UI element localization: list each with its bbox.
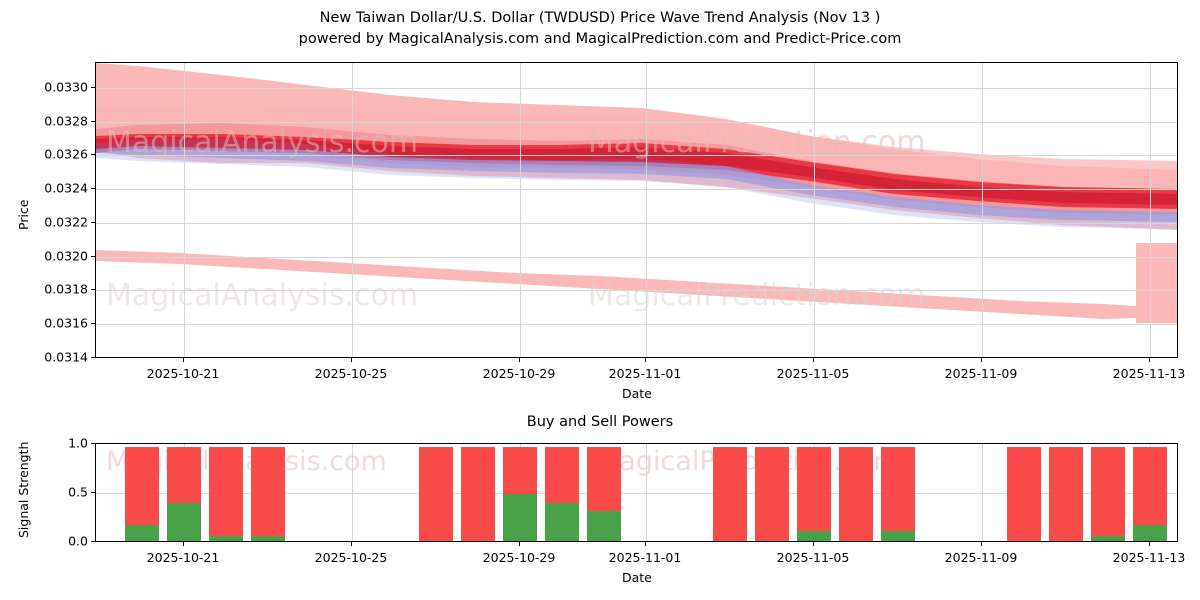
sell-power-segment [1091, 446, 1125, 541]
bar-2025-11-06 [839, 446, 873, 541]
sell-power-segment [251, 446, 285, 541]
powers-y-axis-label: Signal Strength [16, 441, 31, 538]
xtick-label: 2025-11-05 [776, 550, 850, 565]
sell-power-segment [755, 446, 789, 541]
xtick-label: 2025-11-13 [1112, 366, 1186, 381]
powers-chart-title: Buy and Sell Powers [526, 414, 674, 430]
ytick-label: 0.0314 [44, 349, 88, 365]
xtick-label: 2025-11-09 [944, 550, 1018, 565]
buy-power-segment [1133, 524, 1167, 541]
title-line-2: powered by MagicalAnalysis.com and Magic… [298, 31, 902, 47]
xtick-label: 2025-10-21 [146, 550, 220, 565]
buy-power-segment [881, 530, 915, 541]
xtick-label: 2025-11-09 [944, 366, 1018, 381]
ytick-label: 0.0 [68, 533, 88, 549]
buy-power-segment [587, 510, 621, 541]
sell-power-segment [881, 446, 915, 541]
buy-power-segment [797, 530, 831, 541]
ytick-label: 0.0320 [44, 248, 88, 264]
buy-power-segment [1091, 536, 1125, 541]
bar-2025-11-12 [1091, 446, 1125, 541]
lower-channel-band [96, 243, 1177, 323]
bar-2025-11-07 [881, 446, 915, 541]
ytick-label: 0.0326 [44, 146, 88, 162]
xtick-label: 2025-10-25 [314, 366, 388, 381]
price-chart-plot-area: MagicalAnalysis.com MagicalPrediction.co… [95, 62, 1178, 358]
xtick-label: 2025-11-05 [776, 366, 850, 381]
bar-2025-10-20 [125, 446, 159, 541]
ytick-label: 0.0328 [44, 113, 88, 129]
powers-chart-plot-area: MagicalAnalysis.com MagicalPrediction.co… [95, 443, 1178, 542]
ytick-label: 0.0316 [44, 315, 88, 331]
wave-spine [96, 137, 1177, 205]
bar-2025-11-10 [1007, 446, 1041, 541]
bar-2025-10-27 [419, 446, 453, 541]
ytick-label: 1.0 [68, 435, 88, 451]
buy-power-segment [167, 503, 201, 541]
price-y-axis-label: Price [16, 199, 31, 231]
xtick-label: 2025-11-01 [608, 366, 682, 381]
powers-x-axis-label: Date [622, 570, 652, 585]
title-line-1: New Taiwan Dollar/U.S. Dollar (TWDUSD) P… [319, 10, 881, 26]
xtick-label: 2025-10-29 [482, 550, 556, 565]
buy-power-segment [209, 536, 243, 541]
bar-2025-11-05 [797, 446, 831, 541]
sell-power-segment [209, 446, 243, 541]
bar-2025-10-29 [503, 446, 537, 541]
xtick-label: 2025-10-21 [146, 366, 220, 381]
buy-power-segment [251, 536, 285, 541]
price-wave-bands [96, 63, 1177, 323]
wave-blue-fade [96, 153, 1177, 229]
bar-2025-11-11 [1049, 446, 1083, 541]
bar-series-layer [96, 444, 1177, 541]
ytick-label: 0.5 [68, 484, 88, 500]
sell-power-segment [713, 446, 747, 541]
ytick-label: 0.0324 [44, 180, 88, 196]
xtick-label: 2025-10-29 [482, 366, 556, 381]
bar-2025-10-30 [545, 446, 579, 541]
buy-power-segment [125, 524, 159, 541]
page-title: New Taiwan Dollar/U.S. Dollar (TWDUSD) P… [0, 8, 1200, 50]
ytick-label: 0.0330 [44, 79, 88, 95]
bar-2025-10-28 [461, 446, 495, 541]
bar-2025-10-21 [167, 446, 201, 541]
bar-2025-10-31 [587, 446, 621, 541]
bar-2025-10-22 [209, 446, 243, 541]
xtick-label: 2025-11-13 [1112, 550, 1186, 565]
price-x-axis-label: Date [622, 386, 652, 401]
sell-power-segment [839, 446, 873, 541]
ytick-label: 0.0318 [44, 281, 88, 297]
xtick-label: 2025-10-25 [314, 550, 388, 565]
buy-power-segment [503, 493, 537, 541]
bar-2025-10-23 [251, 446, 285, 541]
sell-power-segment [797, 446, 831, 541]
wave-core-blue [96, 139, 1177, 222]
sell-power-segment [1007, 446, 1041, 541]
sell-power-segment [461, 446, 495, 541]
sell-power-segment [419, 446, 453, 541]
bar-2025-11-13 [1133, 446, 1167, 541]
buy-power-segment [545, 503, 579, 541]
bar-2025-11-04 [755, 446, 789, 541]
xtick-label: 2025-11-01 [608, 550, 682, 565]
sell-power-segment [1049, 446, 1083, 541]
bar-2025-11-03 [713, 446, 747, 541]
